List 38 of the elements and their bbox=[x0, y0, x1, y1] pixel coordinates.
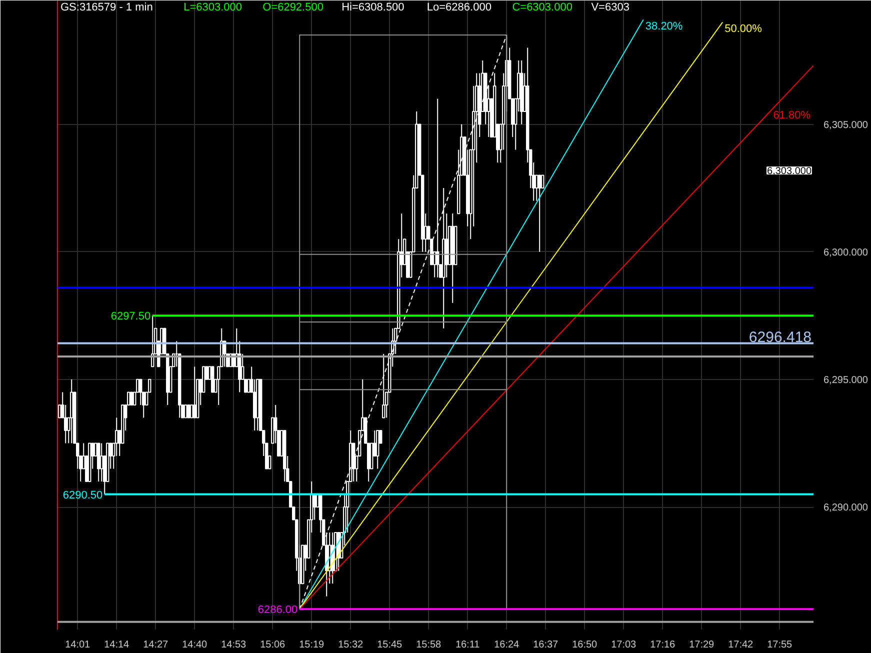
x-tick-label: 14:53 bbox=[221, 640, 247, 650]
x-tick-label: 14:27 bbox=[143, 640, 169, 650]
x-tick-label: 17:16 bbox=[650, 640, 676, 650]
x-tick-label: 14:14 bbox=[104, 640, 130, 650]
series-label: 6290.50 bbox=[62, 489, 103, 502]
x-tick-label: 15:58 bbox=[416, 640, 442, 650]
x-tick-label: 17:42 bbox=[728, 640, 754, 650]
y-tick-label: 6,295.000 bbox=[824, 374, 868, 386]
annotation: C=6303.000 bbox=[512, 2, 572, 14]
chart-title: GS:316579 - 1 min bbox=[60, 2, 153, 14]
x-tick-label: 17:29 bbox=[689, 640, 715, 650]
annotation: Lo=6286.000 bbox=[426, 2, 492, 14]
annotation: L=6303.000 bbox=[184, 2, 242, 14]
x-tick-label: 14:01 bbox=[65, 640, 91, 650]
x-tick-label: 16:50 bbox=[572, 640, 598, 650]
x-tick-label: 16:11 bbox=[455, 640, 480, 650]
y-tick-label: 6,305.000 bbox=[824, 120, 868, 131]
y-tick-label: 6,300.000 bbox=[824, 247, 868, 258]
x-tick-label: 15:32 bbox=[338, 640, 364, 650]
ref-line-label: 6296.418 bbox=[748, 329, 812, 346]
x-tick-label: 15:06 bbox=[260, 640, 286, 650]
x-tick-label: 14:40 bbox=[182, 640, 208, 650]
x-tick-label: 17:03 bbox=[611, 640, 637, 650]
annotation: O=6292.500 bbox=[262, 2, 324, 14]
x-tick-label: 15:45 bbox=[377, 640, 403, 650]
annotation: 6,303.000 bbox=[767, 166, 812, 177]
annotation: V=6303 bbox=[591, 2, 630, 14]
x-tick-label: 16:24 bbox=[494, 640, 520, 650]
series-label: 38.20% bbox=[645, 20, 683, 33]
y-tick-label: 6,290.000 bbox=[824, 502, 868, 514]
series-label: 61.80% bbox=[773, 110, 811, 122]
annotation: Hi=6308.500 bbox=[342, 2, 404, 14]
series-label: 50.00% bbox=[724, 23, 762, 36]
series-label: 6297.50 bbox=[110, 310, 151, 323]
series-label: 6286.00 bbox=[258, 604, 298, 616]
x-tick-label: 17:55 bbox=[767, 640, 793, 650]
x-tick-label: 16:37 bbox=[533, 640, 559, 650]
x-tick-label: 15:19 bbox=[299, 640, 325, 650]
